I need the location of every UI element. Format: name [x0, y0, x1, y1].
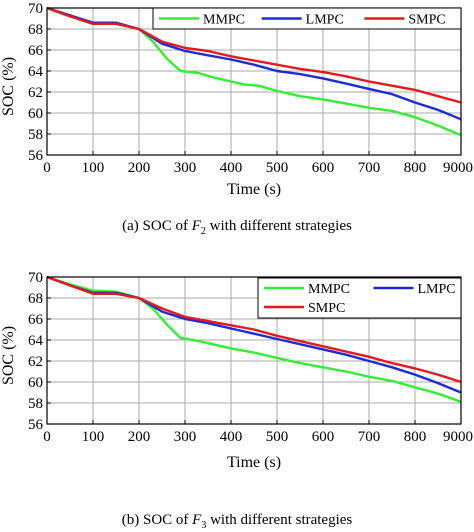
- x-tick-label: 300: [174, 160, 197, 176]
- x-tick-label: 400: [220, 429, 243, 445]
- legend-box: [257, 277, 462, 319]
- x-tick-label: 9000: [443, 429, 473, 445]
- y-tick-label: 58: [28, 396, 43, 412]
- x-axis-label: Time (s): [227, 181, 281, 198]
- x-tick-label: 600: [312, 160, 335, 176]
- y-tick-label: 62: [28, 354, 43, 370]
- x-tick-label: 0: [43, 160, 51, 176]
- x-tick-label: 100: [82, 429, 105, 445]
- x-tick-label: 800: [404, 160, 427, 176]
- legend-label-smpc: SMPC: [408, 13, 445, 28]
- y-tick-label: 56: [28, 417, 44, 433]
- caption-a-prefix: (a) SOC of: [122, 218, 192, 234]
- caption-b: (b) SOC of F3 with different strategies: [0, 512, 474, 531]
- caption-b-var: F: [192, 512, 202, 528]
- y-tick-label: 64: [28, 333, 44, 349]
- legend-label-smpc: SMPC: [308, 301, 345, 316]
- x-tick-label: 300: [174, 429, 197, 445]
- y-tick-label: 60: [28, 375, 43, 391]
- x-axis-label: Time (s): [227, 454, 281, 471]
- caption-a-sub: 2: [200, 226, 206, 237]
- x-tick-label: 800: [404, 429, 427, 445]
- x-tick-label: 500: [266, 429, 289, 445]
- y-tick-label: 70: [28, 270, 43, 286]
- y-tick-label: 66: [28, 312, 44, 328]
- y-axis-label: SOC (%): [0, 326, 17, 385]
- x-tick-label: 700: [358, 429, 381, 445]
- caption-a-var: F: [191, 218, 201, 234]
- y-tick-label: 68: [28, 22, 43, 38]
- x-tick-label: 100: [82, 160, 105, 176]
- legend-label-lmpc: LMPC: [418, 282, 456, 297]
- series-line-smpc: [46, 6, 462, 104]
- caption-b-prefix: (b) SOC of: [121, 512, 193, 528]
- x-tick-label: 500: [266, 160, 289, 176]
- caption-b-sub: 3: [201, 520, 207, 531]
- y-tick-label: 56: [28, 148, 44, 164]
- legend-label-lmpc: LMPC: [306, 13, 344, 28]
- plot-frame: [46, 276, 462, 425]
- chart-soc-f3: 0 100 200 300 400 500 600 700 800 9000 56 58 60 62 64 6…: [0, 270, 473, 471]
- chart-soc-f2: 0 100 200 300 400 500 600 700 800 9000 56 58 60 62 64 6…: [0, 1, 473, 198]
- legend-label-mmpc: MMPC: [203, 13, 245, 28]
- legend-label-mmpc: MMPC: [308, 282, 350, 297]
- x-tick-label: 600: [312, 429, 335, 445]
- x-tick-label: 700: [358, 160, 381, 176]
- y-tick-label: 62: [28, 85, 43, 101]
- caption-a: (a) SOC of F2 with different strategies: [0, 218, 474, 237]
- y-tick-label: 58: [28, 127, 43, 143]
- y-tick-label: 66: [28, 43, 44, 59]
- y-tick-label: 64: [28, 64, 44, 80]
- caption-b-suffix: with different strategies: [206, 512, 353, 528]
- series-line-smpc: [46, 275, 462, 384]
- legend-box: [152, 7, 462, 30]
- x-tick-label: 400: [220, 160, 243, 176]
- y-tick-label: 70: [28, 1, 43, 17]
- caption-a-suffix: with different strategies: [205, 218, 352, 234]
- y-axis-label: SOC (%): [0, 57, 17, 116]
- x-tick-label: 200: [128, 429, 151, 445]
- y-tick-label: 60: [28, 106, 43, 122]
- x-tick-label: 9000: [443, 160, 473, 176]
- y-tick-label: 68: [28, 291, 43, 307]
- x-tick-label: 200: [128, 160, 151, 176]
- x-tick-label: 0: [43, 429, 51, 445]
- plot-area: [47, 8, 461, 155]
